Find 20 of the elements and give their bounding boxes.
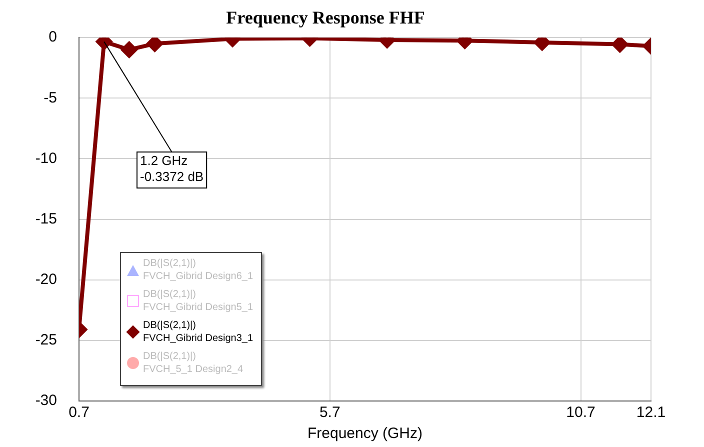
y-tick-label: -25 (35, 332, 57, 349)
y-tick-label: 0 (48, 28, 57, 46)
x-tick-label: 10.7 (566, 404, 596, 422)
x-tick-label: 12.1 (636, 404, 666, 422)
legend-label: DB(|S(2,1)|) FVCH_Gibrid Design6_1 (143, 257, 254, 283)
chart-title: Frequency Response FHF (226, 7, 425, 28)
y-tick-label: -5 (44, 89, 57, 106)
y-tick-label: -10 (35, 150, 57, 167)
annotation: 1.2 GHz -0.3372 dB (140, 153, 204, 184)
x-tick-label: 5.7 (319, 404, 340, 422)
legend-label: DB(|S(2,1)|) FVCH_Gibrid Design3_1 (143, 319, 254, 345)
x-tick-label: 0.7 (68, 404, 90, 422)
point (612, 38, 628, 52)
legend-label: DB(|S(2,1)|) FVCH_Gibrid Design5_1 (143, 288, 254, 314)
point (146, 38, 163, 52)
y-tick-label: -20 (35, 271, 57, 288)
legend-label: DB(|S(2,1)|) FVCH_5_1 Design2_4 (143, 350, 244, 376)
x-axis-title: Frequency (GHz) (307, 425, 423, 442)
y-tick-label: -30 (35, 392, 57, 410)
y-tick-label: -15 (35, 210, 57, 228)
